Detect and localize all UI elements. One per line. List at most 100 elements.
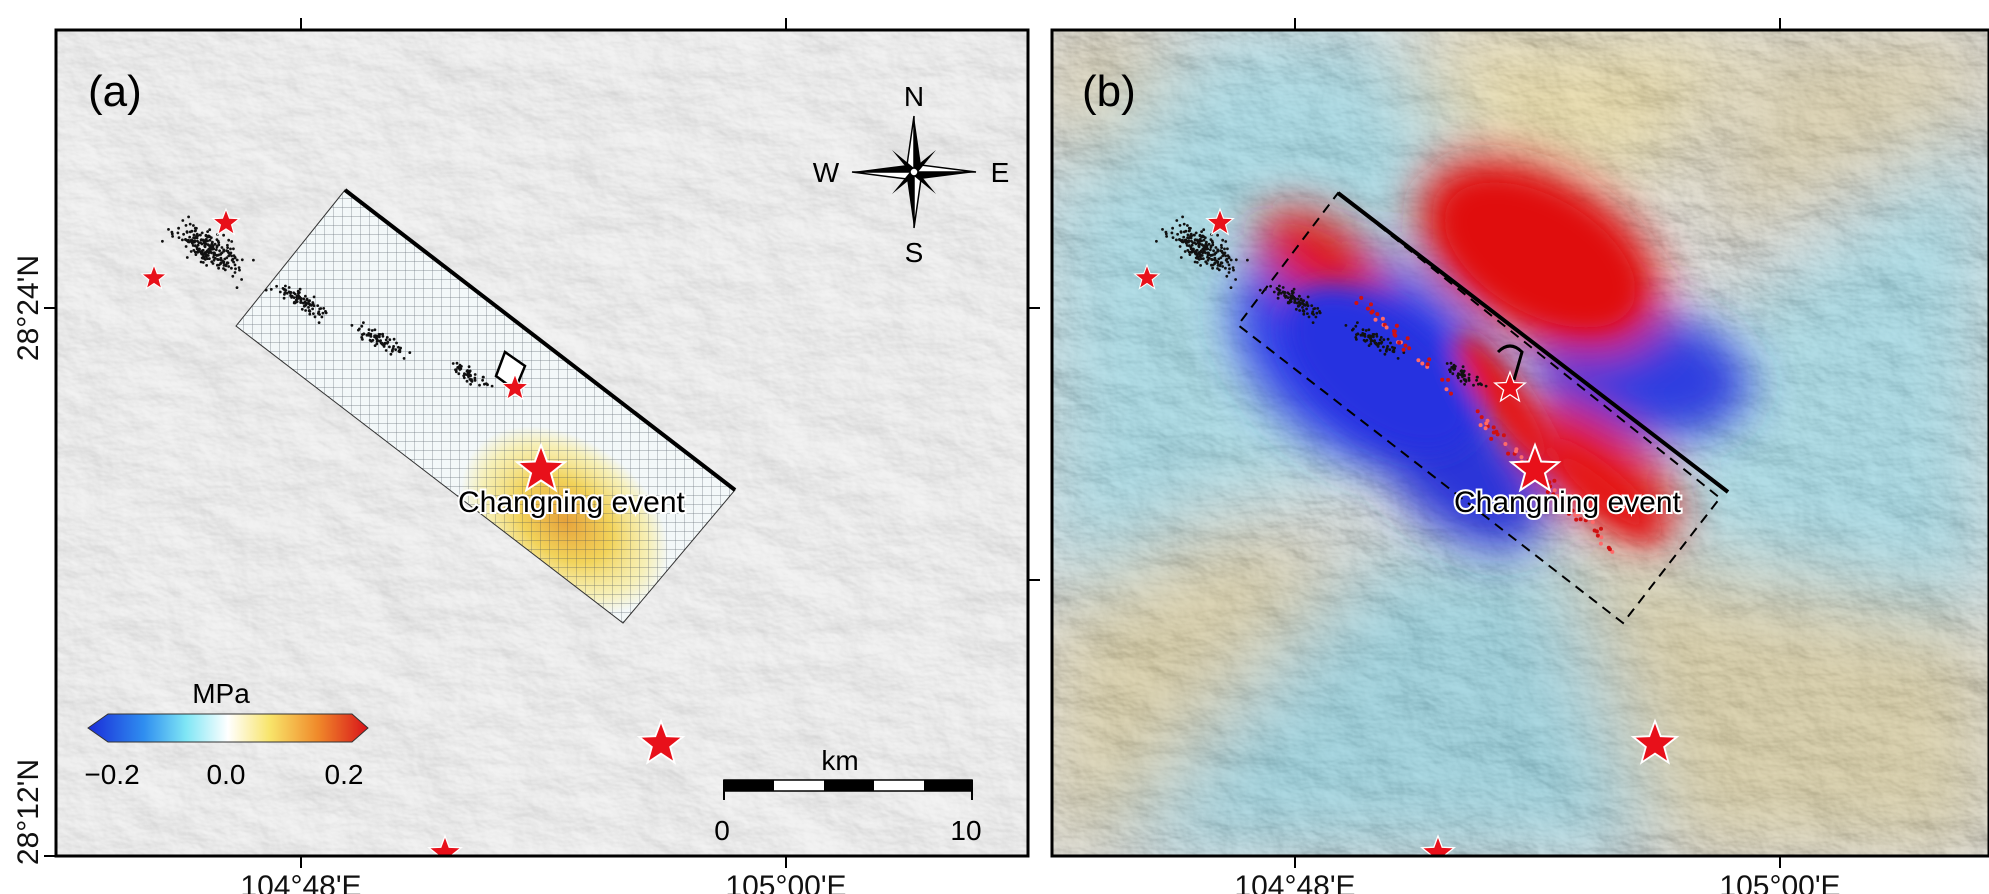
earthquake-dot — [1590, 520, 1595, 525]
earthquake-dot — [1193, 260, 1197, 264]
earthquake-dot — [278, 290, 282, 294]
red-star — [140, 263, 168, 290]
earthquake-dot — [240, 258, 244, 262]
earthquake-dot — [473, 378, 477, 382]
earthquake-dot — [1361, 328, 1365, 331]
earthquake-dot — [1213, 262, 1216, 265]
earthquake-dot — [191, 241, 194, 245]
earthquake-dot — [201, 261, 205, 264]
colorbar-mid-label: 0.0 — [207, 759, 246, 790]
earthquake-dot — [1278, 284, 1281, 288]
earthquake-dot — [1200, 243, 1204, 247]
earthquake-dot — [1294, 307, 1298, 311]
earthquake-dot — [1300, 301, 1304, 305]
earthquake-dot — [1199, 250, 1203, 254]
red-star — [1133, 263, 1161, 290]
earthquake-dot — [1286, 296, 1290, 299]
earthquake-dot — [1186, 233, 1190, 237]
earthquake-dot — [295, 300, 299, 303]
earthquake-dot — [466, 369, 469, 373]
earthquake-dot — [1263, 288, 1267, 291]
earthquake-dot — [1216, 267, 1219, 270]
earthquake-dot — [1276, 288, 1280, 291]
earthquake-dot — [381, 334, 385, 338]
earthquake-dot — [192, 224, 195, 227]
earthquake-dot — [215, 253, 219, 257]
earthquake-dot — [1214, 246, 1218, 249]
earthquake-dot — [1514, 447, 1519, 452]
earthquake-dot — [264, 288, 268, 292]
earthquake-dot — [1170, 231, 1174, 235]
panel-b-label: (b) — [1082, 67, 1136, 116]
earthquake-dot — [1373, 317, 1378, 322]
earthquake-dot — [1369, 337, 1373, 341]
earthquake-dot — [1306, 312, 1309, 315]
earthquake-dot — [1223, 247, 1226, 251]
earthquake-dot — [391, 348, 394, 352]
earthquake-dot — [304, 294, 307, 298]
earthquake-dot — [212, 255, 215, 259]
earthquake-dot — [289, 291, 292, 295]
earthquake-dot — [1223, 251, 1227, 255]
earthquake-dot — [184, 224, 188, 227]
earthquake-dot — [299, 299, 303, 302]
earthquake-dot — [308, 312, 312, 316]
earthquake-dot — [230, 240, 234, 243]
earthquake-dot — [199, 260, 203, 264]
earthquake-dot — [458, 367, 462, 371]
earthquake-dot — [222, 233, 226, 237]
earthquake-dot — [1205, 240, 1208, 244]
earthquake-dot — [1286, 291, 1290, 295]
earthquake-dot — [1552, 488, 1557, 493]
earthquake-dot — [454, 368, 457, 372]
earthquake-dot — [1216, 260, 1220, 264]
changning-event-label: Changning event — [458, 486, 686, 519]
earthquake-dot — [1281, 286, 1285, 289]
earthquake-dot — [1394, 323, 1399, 328]
red-star — [636, 718, 686, 765]
earthquake-dot — [304, 309, 307, 312]
earthquake-dot — [1199, 264, 1202, 267]
earthquake-dot — [1483, 426, 1488, 431]
earthquake-dot — [217, 266, 221, 270]
x-tick-label: 105°00'E — [725, 870, 846, 894]
changning-event-label: Changning event — [1454, 486, 1682, 519]
earthquake-dot — [226, 246, 230, 250]
earthquake-dot — [1190, 243, 1194, 247]
earthquake-dot — [457, 372, 461, 376]
earthquake-dot — [1475, 409, 1480, 414]
earthquake-dot — [1203, 251, 1207, 254]
earthquake-dot — [1284, 296, 1287, 299]
earthquake-dot — [195, 226, 198, 230]
earthquake-dot — [374, 334, 378, 337]
earthquake-dot — [1463, 374, 1466, 378]
earthquake-dot — [1175, 219, 1179, 222]
earthquake-dot — [1187, 239, 1191, 243]
earthquake-dot — [302, 301, 305, 305]
earthquake-dot — [208, 238, 212, 242]
earthquake-dot — [237, 266, 241, 269]
earthquake-dot — [181, 219, 185, 222]
earthquake-dot — [1583, 518, 1588, 523]
earthquake-dot — [1396, 357, 1400, 360]
panel-a: Changning event (a) N S E W — [12, 18, 1040, 894]
earthquake-dot — [1186, 224, 1189, 227]
earthquake-dot — [1570, 508, 1575, 513]
earthquake-dot — [211, 246, 214, 250]
earthquake-dot — [466, 373, 469, 377]
earthquake-dot — [283, 293, 286, 296]
red-star — [1493, 370, 1527, 403]
fault-trace — [1336, 191, 1730, 494]
earthquake-dot — [1478, 423, 1483, 428]
earthquake-dot — [226, 243, 229, 247]
earthquake-dot — [1227, 256, 1231, 260]
earthquake-dot — [1379, 336, 1383, 339]
earthquake-dot — [189, 250, 193, 253]
earthquake-dot — [170, 230, 174, 234]
earthquake-dot — [468, 369, 472, 373]
earthquake-dot — [373, 328, 377, 332]
earthquake-dot — [1194, 231, 1198, 235]
earthquake-dot — [232, 260, 236, 264]
earthquake-dot — [1286, 301, 1290, 305]
